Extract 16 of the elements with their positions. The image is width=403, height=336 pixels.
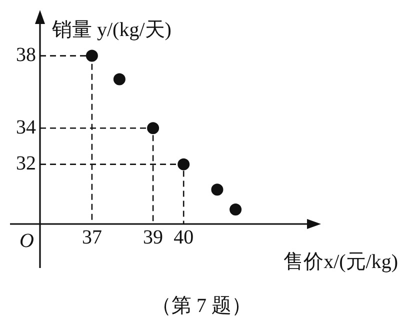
text: （第 7 题）: [150, 294, 252, 319]
point: [86, 50, 98, 62]
point: [178, 158, 190, 170]
x-tick-label: 40: [174, 226, 194, 248]
y-axis-title: 销量 y/(kg/天): [51, 19, 172, 41]
x-tick-label: 37: [82, 226, 102, 248]
point: [113, 73, 126, 86]
point: [211, 184, 224, 196]
point: [230, 204, 242, 216]
y-tick-label: 34: [16, 116, 36, 138]
point: [147, 122, 160, 134]
y-tick-label: 38: [16, 44, 36, 66]
text: O: [20, 230, 34, 252]
x-axis-title: 售价x/(元/kg): [284, 251, 398, 273]
y-tick-label: 32: [16, 152, 36, 175]
x-tick-label: 39: [143, 226, 164, 248]
